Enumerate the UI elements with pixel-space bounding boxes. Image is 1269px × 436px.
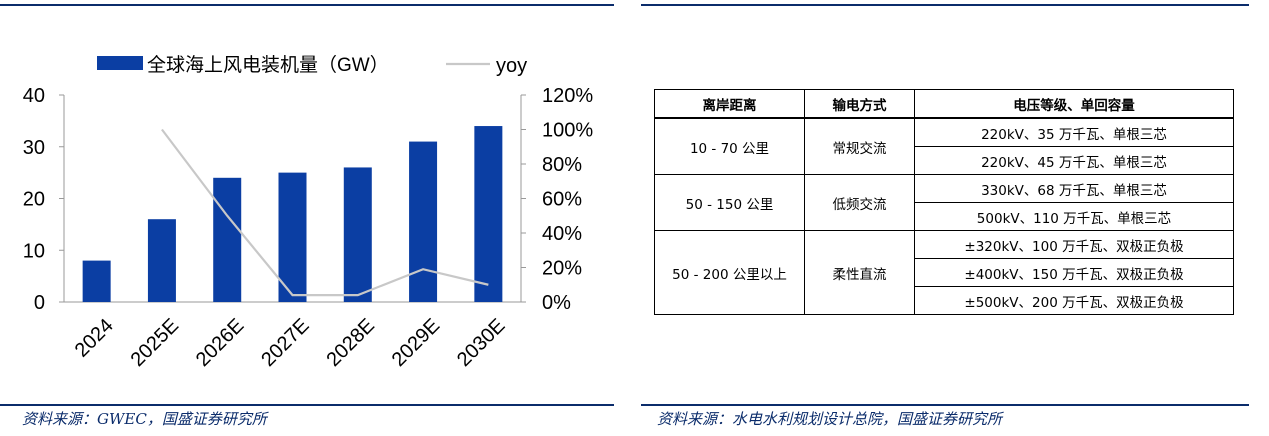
y-right-tick-label: 80%: [542, 154, 582, 176]
method-cell: 常规交流: [804, 117, 915, 175]
y-right-tick-label: 60%: [542, 189, 582, 211]
y-left-tick-label: 40: [23, 85, 45, 107]
offshore-wind-chart: 0 10 20 30 40 0% 20% 40% 60% 80% 100% 120% 2024 2025E…: [23, 54, 594, 371]
bar: [147, 219, 176, 302]
y-left-tick-label: 10: [23, 240, 45, 262]
spec-cell: 220kV、35 万千瓦、单根三芯: [914, 117, 1234, 147]
distance-cell: 10 - 70 公里: [654, 117, 805, 175]
source-note-right: 资料来源：水电水利规划设计总院，国盛证券研究所: [657, 410, 1003, 428]
x-tick-label: 2025E: [127, 315, 183, 371]
table-row: ±500kV、200 万千瓦、双极正负极: [655, 286, 1234, 315]
y-right-tick-label: 0%: [542, 292, 571, 314]
header-distance: 离岸距离: [654, 89, 805, 119]
x-tick-label: 2030E: [453, 315, 509, 371]
y-right-tick-label: 120%: [542, 85, 593, 107]
source-note-left: 资料来源：GWEC，国盛证券研究所: [22, 410, 267, 428]
y-right-tick-label: 100%: [542, 120, 593, 142]
bar: [278, 172, 307, 302]
table-row: 50 - 200 公里以上 柔性直流 ±320kV、100 万千瓦、双极正负极: [654, 230, 1234, 315]
bar: [474, 126, 503, 302]
table-row: ±400kV、150 万千瓦、双极正负极: [655, 258, 1234, 287]
header-method: 输电方式: [804, 89, 915, 119]
bar: [213, 177, 242, 302]
bottom-rule-left: [0, 404, 614, 406]
bar: [82, 260, 111, 302]
spec-cell: 500kV、110 万千瓦、单根三芯: [914, 202, 1234, 231]
yoy-line: [161, 128, 489, 297]
distance-cell: 50 - 200 公里以上: [654, 230, 805, 315]
spec-cell: ±400kV、150 万千瓦、双极正负极: [914, 258, 1234, 287]
table-row: 10 - 70 公里 常规交流 220kV、35 万千瓦、单根三芯: [654, 117, 1234, 175]
top-rule-right: [641, 4, 1249, 6]
x-tick-label: 2028E: [322, 315, 378, 371]
bar: [343, 167, 372, 302]
legend-bar-swatch: [97, 56, 143, 70]
header-voltage-capacity: 电压等级、单回容量: [914, 89, 1234, 119]
transmission-table: 离岸距离 输电方式 电压等级、单回容量 10 - 70 公里 常规交流 220k…: [654, 89, 1234, 315]
distance-cell: 50 - 150 公里: [654, 174, 805, 231]
table-header-row: 离岸距离 输电方式 电压等级、单回容量: [654, 89, 1234, 119]
spec-cell: 220kV、45 万千瓦、单根三芯: [914, 146, 1234, 175]
y-left-tick-label: 20: [23, 189, 45, 211]
y-right-tick-label: 20%: [542, 258, 582, 280]
x-tick-label: 2024: [71, 315, 118, 362]
method-cell: 低频交流: [804, 174, 915, 231]
y-right-tick-label: 40%: [542, 223, 582, 245]
top-rule-left: [0, 4, 614, 6]
table-row: 50 - 150 公里 低频交流 330kV、68 万千瓦、单根三芯: [654, 174, 1234, 231]
y-left-tick-label: 30: [23, 137, 45, 159]
bar: [409, 141, 438, 302]
y-left-tick-label: 0: [34, 292, 45, 314]
x-tick-label: 2026E: [192, 315, 248, 371]
bottom-rule-right: [641, 404, 1249, 406]
method-cell: 柔性直流: [804, 230, 915, 315]
spec-cell: 330kV、68 万千瓦、单根三芯: [914, 174, 1234, 203]
spec-cell: ±320kV、100 万千瓦、双极正负极: [914, 230, 1234, 259]
x-tick-label: 2029E: [388, 315, 444, 371]
chart-panel: 0 10 20 30 40 0% 20% 40% 60% 80% 100% 120% 2024 2025E…: [0, 0, 614, 400]
legend-bar-label: 全球海上风电装机量（GW）: [147, 54, 389, 76]
spec-cell: ±500kV、200 万千瓦、双极正负极: [914, 286, 1234, 315]
x-tick-label: 2027E: [257, 315, 313, 371]
legend-line-label: yoy: [496, 55, 527, 77]
